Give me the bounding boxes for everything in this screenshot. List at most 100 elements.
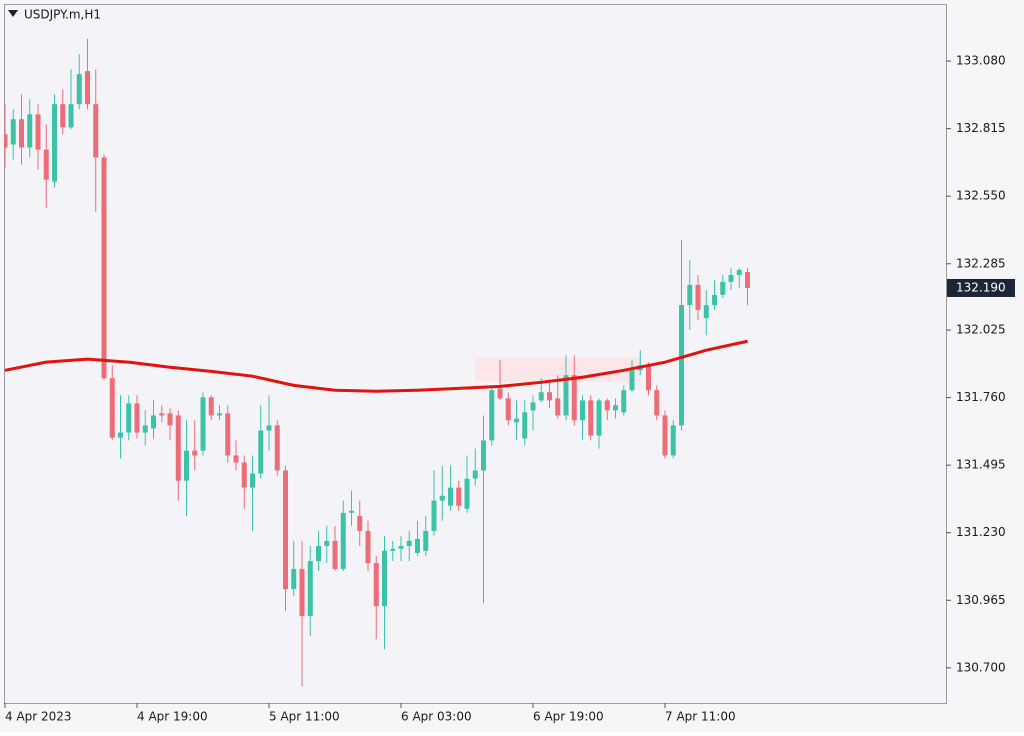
candle-body <box>184 450 189 481</box>
candle-body <box>547 392 552 401</box>
candle-body <box>448 487 453 506</box>
candle-body <box>406 540 412 546</box>
candle-body <box>695 284 701 310</box>
candle-body <box>365 530 371 564</box>
plot <box>4 38 750 687</box>
candle-body <box>324 540 330 546</box>
candle-body <box>604 400 610 411</box>
candle-body <box>662 415 668 456</box>
candle-body <box>274 425 280 471</box>
y-tick-label: 133.080 <box>956 54 1006 68</box>
candle-body <box>357 515 363 531</box>
x-tick-label: 7 Apr 11:00 <box>665 710 736 724</box>
y-tick-label: 130.965 <box>956 593 1006 607</box>
candle-body <box>134 403 140 433</box>
candle-body <box>522 412 528 439</box>
candle-body <box>68 104 74 128</box>
candle-body <box>60 104 66 128</box>
last-price-tag <box>947 278 1015 297</box>
candle-body <box>373 563 379 607</box>
candle-body <box>563 375 569 416</box>
candle-body <box>175 415 181 481</box>
menu-triangle[interactable] <box>8 10 18 17</box>
y-tick-label: 131.760 <box>956 390 1006 404</box>
y-tick-label: 132.285 <box>956 256 1006 270</box>
candle-body <box>654 390 660 416</box>
candle-body <box>439 495 445 501</box>
last-price-label: 132.190 <box>956 280 1006 294</box>
candle-body <box>687 284 693 306</box>
candle-body <box>423 530 429 551</box>
candle-body <box>283 470 288 590</box>
candle-body <box>431 500 437 531</box>
candle-body <box>712 294 717 306</box>
candle-body <box>142 425 148 433</box>
axes: 133.080 132.815 132.550 132.285 132.025 131.7… <box>4 54 1015 724</box>
candle-body <box>629 370 635 391</box>
candle-body <box>258 430 264 474</box>
candle-body <box>340 512 346 569</box>
candle-body <box>382 550 387 607</box>
candle-body <box>472 470 478 479</box>
candle-body <box>19 119 24 148</box>
candle-body <box>250 473 255 488</box>
candle-body <box>456 487 462 506</box>
candle-body <box>4 134 8 148</box>
candle-body <box>489 390 495 441</box>
candle-body <box>52 104 57 182</box>
x-tick-label: 6 Apr 03:00 <box>401 710 472 724</box>
candle-body <box>670 425 676 456</box>
candle-body <box>514 418 519 423</box>
candle-body <box>613 405 618 411</box>
candle-body <box>241 462 247 488</box>
candle-body <box>316 545 321 562</box>
candle-body <box>555 398 561 416</box>
candle-body <box>720 281 726 295</box>
candle-body <box>703 305 709 319</box>
candle-body <box>291 568 297 590</box>
candle-body <box>596 400 602 436</box>
x-tick-label: 5 Apr 11:00 <box>269 710 340 724</box>
candle-body <box>745 271 750 288</box>
candle-body <box>43 149 49 180</box>
candle-body <box>217 413 222 416</box>
candle-body <box>151 415 156 429</box>
candle-body <box>109 378 115 438</box>
candle-body <box>621 390 627 413</box>
candle-body <box>299 568 305 617</box>
candle-body <box>679 305 684 426</box>
candle-body <box>159 413 165 416</box>
candle-body <box>464 478 470 509</box>
x-tick-label: 4 Apr 19:00 <box>137 710 208 724</box>
candle-body <box>233 455 239 463</box>
candle-body <box>118 432 123 438</box>
y-tick-label: 132.815 <box>956 121 1006 135</box>
candle-body <box>307 561 313 617</box>
candle-body <box>101 157 107 379</box>
candle-body <box>208 397 214 416</box>
candle-body <box>76 74 82 105</box>
y-tick-label: 131.230 <box>956 525 1006 539</box>
candle-body <box>497 388 503 399</box>
candle-body <box>415 538 420 553</box>
x-tick-label: 4 Apr 2023 <box>5 710 72 724</box>
candle-body <box>580 400 585 421</box>
moving-average <box>4 339 748 393</box>
candle-body <box>571 375 577 421</box>
candle-body <box>225 413 231 456</box>
y-tick-label: 132.025 <box>956 323 1006 337</box>
candle-body <box>538 392 544 401</box>
candle-body <box>200 397 206 451</box>
candle-body <box>85 71 90 105</box>
candle-body <box>646 365 651 391</box>
candle-body <box>481 440 486 471</box>
y-tick-label: 132.550 <box>956 189 1006 203</box>
candle-body <box>398 545 404 549</box>
candle-body <box>530 402 536 411</box>
candle-body <box>332 540 338 569</box>
candle-body <box>390 548 396 551</box>
plot-area <box>4 4 947 704</box>
candle-body <box>736 269 742 275</box>
y-tick-label: 131.495 <box>956 458 1006 472</box>
